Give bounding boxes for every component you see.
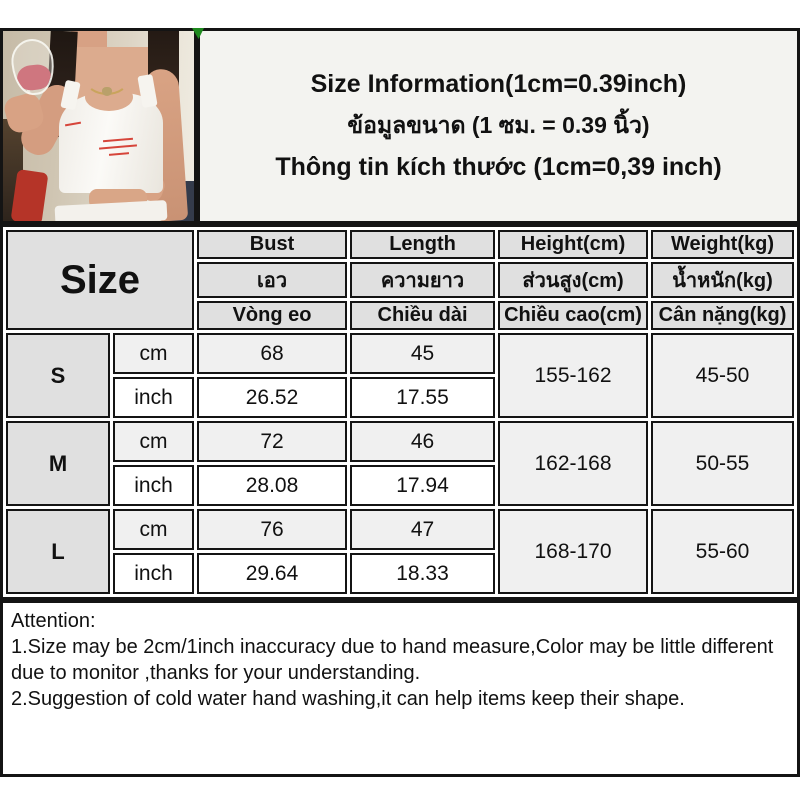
s-weight: 45-50: [651, 333, 795, 418]
unit-cm: cm: [113, 333, 195, 374]
s-height: 155-162: [498, 333, 649, 418]
product-photo: [0, 28, 197, 224]
size-label-l: L: [6, 509, 110, 594]
col-header-length-vi: Chiều dài: [350, 301, 496, 330]
unit-cm: cm: [113, 509, 195, 550]
m-bust-cm: 72: [197, 421, 348, 462]
size-table: Size Bust Length Height(cm) Weight(kg) เ…: [0, 224, 800, 600]
header-row-english: Size Bust Length Height(cm) Weight(kg): [6, 230, 795, 330]
photo-wine: [16, 63, 53, 93]
l-length-cm: 47: [350, 509, 496, 550]
m-height: 162-168: [498, 421, 649, 506]
table-row-s-inch: inch 26.52 17.55: [6, 377, 794, 418]
l-length-inch: 18.33: [350, 553, 496, 594]
m-weight: 50-55: [651, 421, 795, 506]
col-header-length-th: ความยาว: [350, 262, 496, 298]
table-row-m-inch: inch 28.08 17.94: [6, 465, 794, 506]
title-box: Size Information(1cm=0.39inch) ข้อมูลขนา…: [197, 28, 800, 224]
col-header-bust-en: Bust: [197, 230, 348, 259]
attention-note-1: 1.Size may be 2cm/1inch inaccuracy due t…: [11, 636, 774, 684]
col-header-height-th: ส่วนสูง(cm): [498, 262, 649, 298]
table-row-s-cm: S cm 68 45 155-162 45-50: [6, 333, 795, 418]
l-weight: 55-60: [651, 509, 795, 594]
s-length-cm: 45: [350, 333, 496, 374]
col-header-bust-vi: Vòng eo: [197, 301, 348, 330]
l-bust-cm: 76: [197, 509, 348, 550]
attention-note-2: 2.Suggestion of cold water hand washing,…: [11, 688, 685, 710]
col-header-weight-en: Weight(kg): [651, 230, 795, 259]
unit-inch: inch: [113, 465, 195, 506]
l-bust-inch: 29.64: [197, 553, 348, 594]
green-corner-marker: [192, 28, 204, 39]
col-header-bust-th: เอว: [197, 262, 348, 298]
col-header-height-vi: Chiều cao(cm): [498, 301, 649, 330]
unit-cm: cm: [113, 421, 195, 462]
m-bust-inch: 28.08: [197, 465, 348, 506]
size-label-m: M: [6, 421, 110, 506]
photo-necklace-pendant: [102, 87, 112, 96]
title-english: Size Information(1cm=0.39inch): [310, 70, 687, 98]
content-block: Size Information(1cm=0.39inch) ข้อมูลขนา…: [0, 28, 800, 777]
s-bust-cm: 68: [197, 333, 348, 374]
title-vietnamese: Thông tin kích thước (1cm=0,39 inch): [275, 153, 722, 181]
header-row-vietnamese: Vòng eo Chiều dài Chiều cao(cm) Cân nặng…: [6, 301, 795, 330]
m-length-cm: 46: [350, 421, 496, 462]
col-header-length-en: Length: [350, 230, 496, 259]
unit-inch: inch: [113, 553, 195, 594]
table-row-l-cm: L cm 76 47 168-170 55-60: [6, 509, 795, 594]
col-header-height-en: Height(cm): [498, 230, 649, 259]
table-row-m-cm: M cm 72 46 162-168 50-55: [6, 421, 795, 506]
size-header-cell: Size: [6, 230, 195, 330]
col-header-weight-vi: Cân nặng(kg): [651, 301, 795, 330]
unit-inch: inch: [113, 377, 195, 418]
top-row: Size Information(1cm=0.39inch) ข้อมูลขนา…: [0, 28, 800, 224]
m-length-inch: 17.94: [350, 465, 496, 506]
s-length-inch: 17.55: [350, 377, 496, 418]
l-height: 168-170: [498, 509, 649, 594]
attention-box: Attention: 1.Size may be 2cm/1inch inacc…: [0, 600, 800, 777]
header-row-thai: เอว ความยาว ส่วนสูง(cm) น้ำหนัก(kg): [6, 262, 795, 298]
attention-heading: Attention:: [11, 610, 96, 632]
title-thai: ข้อมูลขนาด (1 ซม. = 0.39 นิ้ว): [347, 112, 650, 138]
col-header-weight-th: น้ำหนัก(kg): [651, 262, 795, 298]
s-bust-inch: 26.52: [197, 377, 348, 418]
size-label-s: S: [6, 333, 110, 418]
table-row-l-inch: inch 29.64 18.33: [6, 553, 794, 594]
